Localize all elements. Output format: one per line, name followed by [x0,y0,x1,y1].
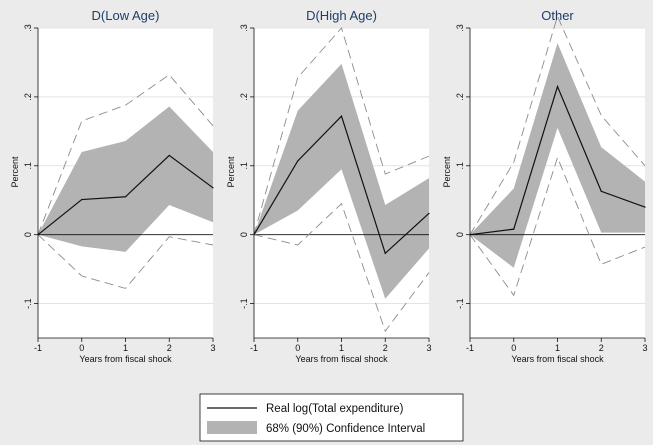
ci68-band [470,43,645,268]
panel-title: D(High Age) [306,8,377,23]
y-tick-label: -.1 [455,298,465,309]
y-tick-label: .1 [239,162,249,170]
data-point [124,196,127,198]
panel-2: D(High Age) -.1 0 .1 .2 .3 Percent -1 0 1 2 3 Years … [226,8,432,364]
x-tick-label: 1 [123,343,128,353]
ci90-upper-line [253,27,430,235]
ci90-upper-line [469,14,646,235]
y-tick-label: 0 [239,232,249,237]
data-point [297,160,299,162]
panel-3: Other -.1 0 .1 .2 .3 Percent -1 0 1 2 3 Years from f… [442,8,648,364]
ci90-upper-line [37,74,214,235]
legend-line-label: Real log(Total expenditure) [266,403,404,415]
data-point [600,190,602,192]
x-tick-label: 1 [555,343,560,353]
x-tick-label: 0 [511,343,516,353]
y-tick-label: 0 [23,232,33,237]
y-tick-label: .2 [23,93,33,101]
x-axis-label: Years from fiscal shock [511,354,604,364]
x-tick-label: 0 [79,343,84,353]
panel-title: Other [541,8,574,23]
y-tick-label: -.1 [23,298,33,309]
y-tick-label: .3 [455,24,465,32]
data-point [556,85,559,88]
data-point [644,206,646,208]
x-tick-label: 2 [167,343,172,353]
x-tick-label: -1 [34,343,42,353]
x-tick-label: -1 [250,343,258,353]
data-point [81,198,83,201]
data-point [384,252,386,254]
data-point [168,154,170,157]
y-tick-label: -.1 [239,298,249,309]
x-tick-label: 2 [383,343,388,353]
y-tick-label: 0 [455,232,465,237]
x-axis-label: Years from fiscal shock [79,354,172,364]
y-tick-label: .1 [23,162,33,170]
x-tick-label: 3 [426,343,431,353]
ci90-lower-line [37,234,214,289]
legend-band-swatch [207,421,257,434]
y-tick-label: .2 [239,93,249,101]
ci90-lower-line [469,156,646,297]
legend: Real log(Total expenditure) 68% (90%) Co… [199,393,464,442]
y-tick-label: .1 [455,162,465,170]
panel-1: D(Low Age) -.1 0 .1 .2 .3 Percent -1 0 1 2 3 Years f… [10,8,216,364]
x-tick-label: 2 [599,343,604,353]
y-tick-label: .3 [23,24,33,32]
x-tick-label: 3 [642,343,647,353]
x-tick-label: -1 [466,343,474,353]
x-tick-label: 3 [210,343,215,353]
x-tick-label: 0 [295,343,300,353]
data-point [340,115,343,117]
y-axis-label: Percent [442,156,452,188]
data-point [428,212,430,214]
x-axis-label: Years from fiscal shock [295,354,388,364]
data-point [212,187,214,189]
panels: D(Low Age) -.1 0 .1 .2 .3 Percent -1 0 1 2 3 Years f… [10,8,648,364]
y-tick-label: .2 [455,93,465,101]
data-point [513,228,515,230]
ci68-band [38,106,213,252]
y-axis-label: Percent [10,156,20,188]
panel-title: D(Low Age) [92,8,160,23]
x-tick-label: 1 [339,343,344,353]
ci90-lower-line [253,202,430,333]
y-axis-label: Percent [226,156,236,188]
legend-band-label: 68% (90%) Confidence Interval [266,423,425,435]
y-tick-label: .3 [239,24,249,32]
ci68-band [254,63,429,299]
